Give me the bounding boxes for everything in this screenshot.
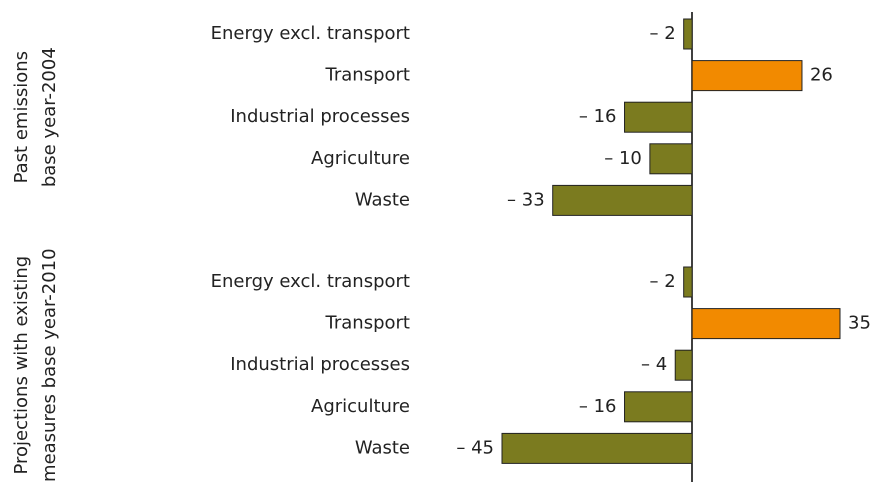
group-label: Projections with existing <box>11 256 32 475</box>
bar <box>683 266 693 298</box>
group-label: measures base year-2010 <box>39 248 60 482</box>
bar <box>691 60 803 92</box>
category-label: Waste <box>355 437 410 458</box>
category-label: Energy excl. transport <box>211 271 410 292</box>
value-label: – 45 <box>456 437 494 458</box>
value-label: – 16 <box>579 396 617 417</box>
category-label: Agriculture <box>311 148 410 169</box>
bar <box>683 18 693 50</box>
value-label: – 2 <box>649 23 675 44</box>
value-label: – 4 <box>641 354 667 375</box>
bar <box>552 184 693 216</box>
category-label: Industrial processes <box>230 354 410 375</box>
value-label: – 16 <box>579 106 617 127</box>
category-label: Industrial processes <box>230 106 410 127</box>
category-label: Transport <box>325 65 410 86</box>
category-label: Energy excl. transport <box>211 23 410 44</box>
value-label: 35 <box>848 313 871 334</box>
bar <box>649 143 693 175</box>
category-label: Transport <box>325 313 410 334</box>
bar <box>501 432 693 464</box>
group-label: base year-2004 <box>39 47 60 187</box>
bar <box>691 308 841 340</box>
value-label: – 33 <box>507 189 545 210</box>
value-label: – 10 <box>604 148 642 169</box>
group-label: Past emissions <box>11 51 32 183</box>
bar <box>624 391 693 423</box>
bar <box>624 101 693 133</box>
value-label: – 2 <box>649 271 675 292</box>
category-label: Agriculture <box>311 396 410 417</box>
value-label: 26 <box>810 65 833 86</box>
bar <box>674 349 693 381</box>
category-label: Waste <box>355 189 410 210</box>
